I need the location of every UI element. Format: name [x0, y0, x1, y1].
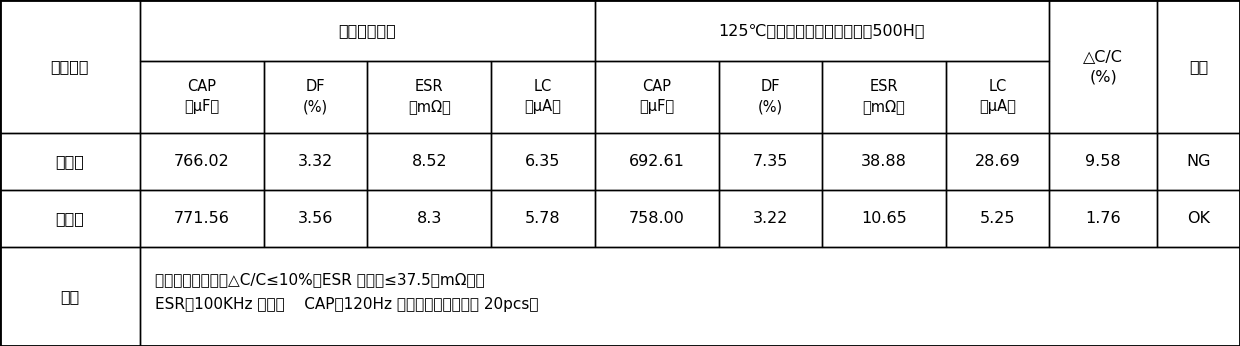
- Bar: [1049, 133, 1157, 190]
- Bar: [0, 133, 140, 190]
- Text: LC
（μA）: LC （μA）: [980, 80, 1016, 114]
- Text: 比较例: 比较例: [56, 154, 84, 169]
- Bar: [367, 61, 491, 133]
- Text: 判定: 判定: [1189, 59, 1208, 74]
- Text: CAP
（μF）: CAP （μF）: [639, 80, 675, 114]
- Text: 5.78: 5.78: [525, 211, 560, 226]
- Text: 10.65: 10.65: [861, 211, 906, 226]
- Text: 8.3: 8.3: [417, 211, 441, 226]
- Text: △C/C
(%): △C/C (%): [1084, 49, 1123, 84]
- Bar: [594, 0, 1049, 61]
- Bar: [718, 190, 822, 247]
- Text: 38.88: 38.88: [861, 154, 906, 169]
- Bar: [1049, 0, 1157, 133]
- Bar: [594, 190, 718, 247]
- Bar: [594, 61, 718, 133]
- Text: 备注: 备注: [61, 289, 79, 304]
- Bar: [1157, 133, 1240, 190]
- Text: 3.32: 3.32: [298, 154, 334, 169]
- Text: NG: NG: [1187, 154, 1211, 169]
- Text: 125℃高温负荷试验特性参数（500H）: 125℃高温负荷试验特性参数（500H）: [719, 23, 925, 38]
- Bar: [140, 61, 264, 133]
- Text: LC
（μA）: LC （μA）: [525, 80, 562, 114]
- Bar: [822, 61, 946, 133]
- Text: 758.00: 758.00: [629, 211, 684, 226]
- Text: DF
(%): DF (%): [758, 80, 782, 114]
- Text: OK: OK: [1187, 211, 1210, 226]
- Bar: [946, 61, 1049, 133]
- Text: 28.69: 28.69: [975, 154, 1021, 169]
- Text: 771.56: 771.56: [174, 211, 229, 226]
- Text: 692.61: 692.61: [629, 154, 684, 169]
- Text: 8.52: 8.52: [412, 154, 448, 169]
- Bar: [1157, 190, 1240, 247]
- Text: 3.22: 3.22: [753, 211, 787, 226]
- Bar: [1157, 0, 1240, 133]
- Bar: [0, 190, 140, 247]
- Bar: [140, 247, 1240, 346]
- Text: 766.02: 766.02: [174, 154, 229, 169]
- Text: 容量变化率标准：△C/C≤10%，ESR 标准：≤37.5（mΩ）；
ESR：100KHz 测试；    CAP：120Hz 测试；每组试验样品 20pcs。: 容量变化率标准：△C/C≤10%，ESR 标准：≤37.5（mΩ）； ESR：1…: [155, 272, 538, 311]
- Text: CAP
（μF）: CAP （μF）: [185, 80, 219, 114]
- Text: 实施例: 实施例: [56, 211, 84, 226]
- Bar: [0, 0, 140, 133]
- Bar: [140, 190, 264, 247]
- Text: 9.58: 9.58: [1085, 154, 1121, 169]
- Text: ESR
（mΩ）: ESR （mΩ）: [863, 80, 905, 114]
- Bar: [367, 133, 491, 190]
- Bar: [140, 133, 264, 190]
- Text: ESR
（mΩ）: ESR （mΩ）: [408, 80, 450, 114]
- Bar: [822, 133, 946, 190]
- Text: 3.56: 3.56: [298, 211, 334, 226]
- Bar: [264, 133, 367, 190]
- Text: 试验样品: 试验样品: [51, 59, 89, 74]
- Bar: [946, 190, 1049, 247]
- Bar: [264, 61, 367, 133]
- Bar: [491, 133, 594, 190]
- Bar: [140, 0, 594, 61]
- Bar: [946, 133, 1049, 190]
- Bar: [491, 61, 594, 133]
- Bar: [822, 190, 946, 247]
- Text: DF
(%): DF (%): [303, 80, 329, 114]
- Bar: [367, 190, 491, 247]
- Text: 6.35: 6.35: [526, 154, 560, 169]
- Text: 1.76: 1.76: [1085, 211, 1121, 226]
- Bar: [594, 133, 718, 190]
- Text: 7.35: 7.35: [753, 154, 787, 169]
- Text: 5.25: 5.25: [980, 211, 1016, 226]
- Bar: [718, 61, 822, 133]
- Text: 初始特性参数: 初始特性参数: [339, 23, 396, 38]
- Bar: [718, 133, 822, 190]
- Bar: [0, 247, 140, 346]
- Bar: [491, 190, 594, 247]
- Bar: [1049, 190, 1157, 247]
- Bar: [264, 190, 367, 247]
